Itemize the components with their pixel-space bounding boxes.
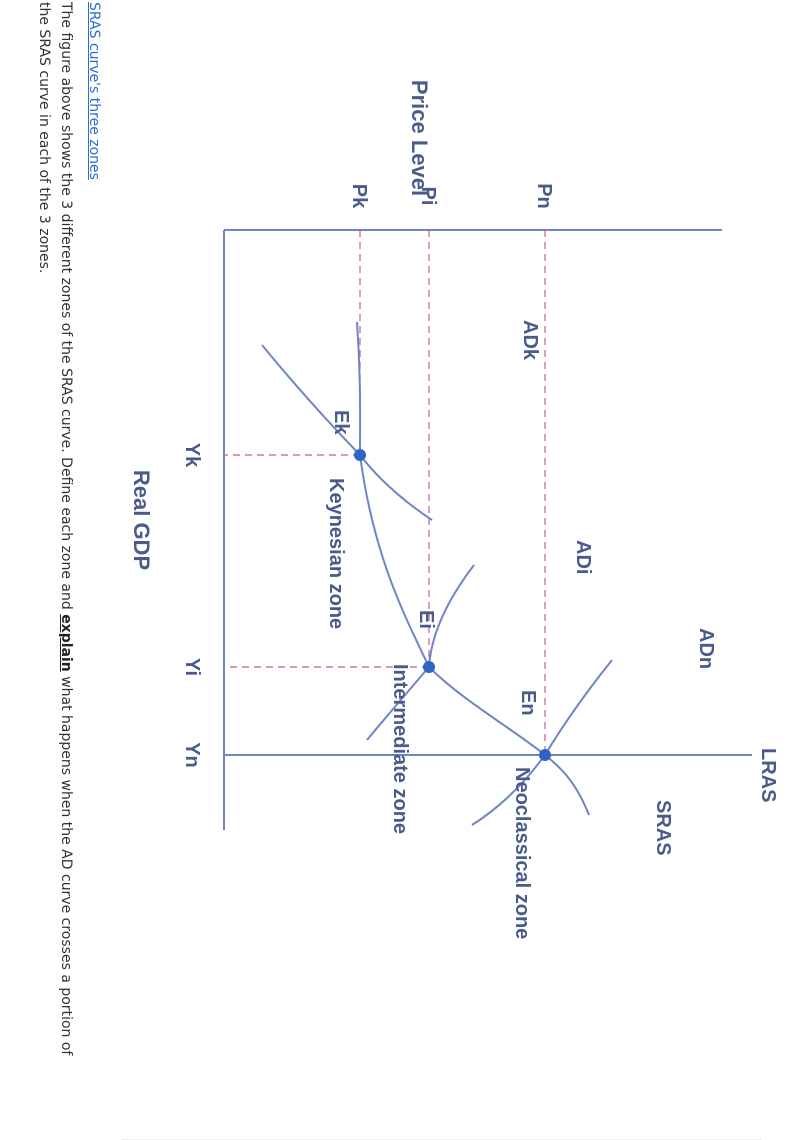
en-point (539, 749, 551, 761)
ek-label: Ek (330, 410, 352, 435)
sras-label: SRAS (652, 800, 674, 856)
ei-point (423, 661, 435, 673)
adk-label: ADk (519, 320, 541, 361)
price-tick-pn: Pn (533, 183, 555, 209)
en-label: En (517, 690, 539, 716)
adn-label: ADn (695, 628, 717, 669)
y-axis-title: Price Level (407, 80, 432, 196)
price-tick-pk: Pk (348, 184, 370, 209)
gdp-tick-yi: Yi (181, 658, 203, 676)
neoclassical-zone-label: Neoclassical zone (511, 767, 533, 939)
adi-label: ADi (572, 540, 594, 574)
question-keyword: explain (58, 614, 74, 672)
intermediate-zone-label: Intermediate zone (389, 664, 411, 834)
ek-point (354, 449, 366, 461)
price-tick-pi: Pi (417, 187, 439, 206)
ei-label: Ei (415, 610, 437, 629)
question-text-start: The figure above shows the 3 different z… (58, 2, 74, 615)
keynesian-zone-label: Keynesian zone (325, 478, 347, 629)
sras-zones-link[interactable]: SRAS curve's three zones (86, 2, 102, 180)
x-axis-title: Real GDP (129, 470, 154, 570)
lras-label: LRAS (757, 748, 779, 802)
gdp-tick-yk: Yk (181, 443, 203, 468)
gdp-tick-yn: Yn (181, 742, 203, 768)
question-text: The figure above shows the 3 different z… (33, 2, 77, 1077)
adi-curve (366, 564, 475, 741)
adn-curve (471, 659, 613, 826)
